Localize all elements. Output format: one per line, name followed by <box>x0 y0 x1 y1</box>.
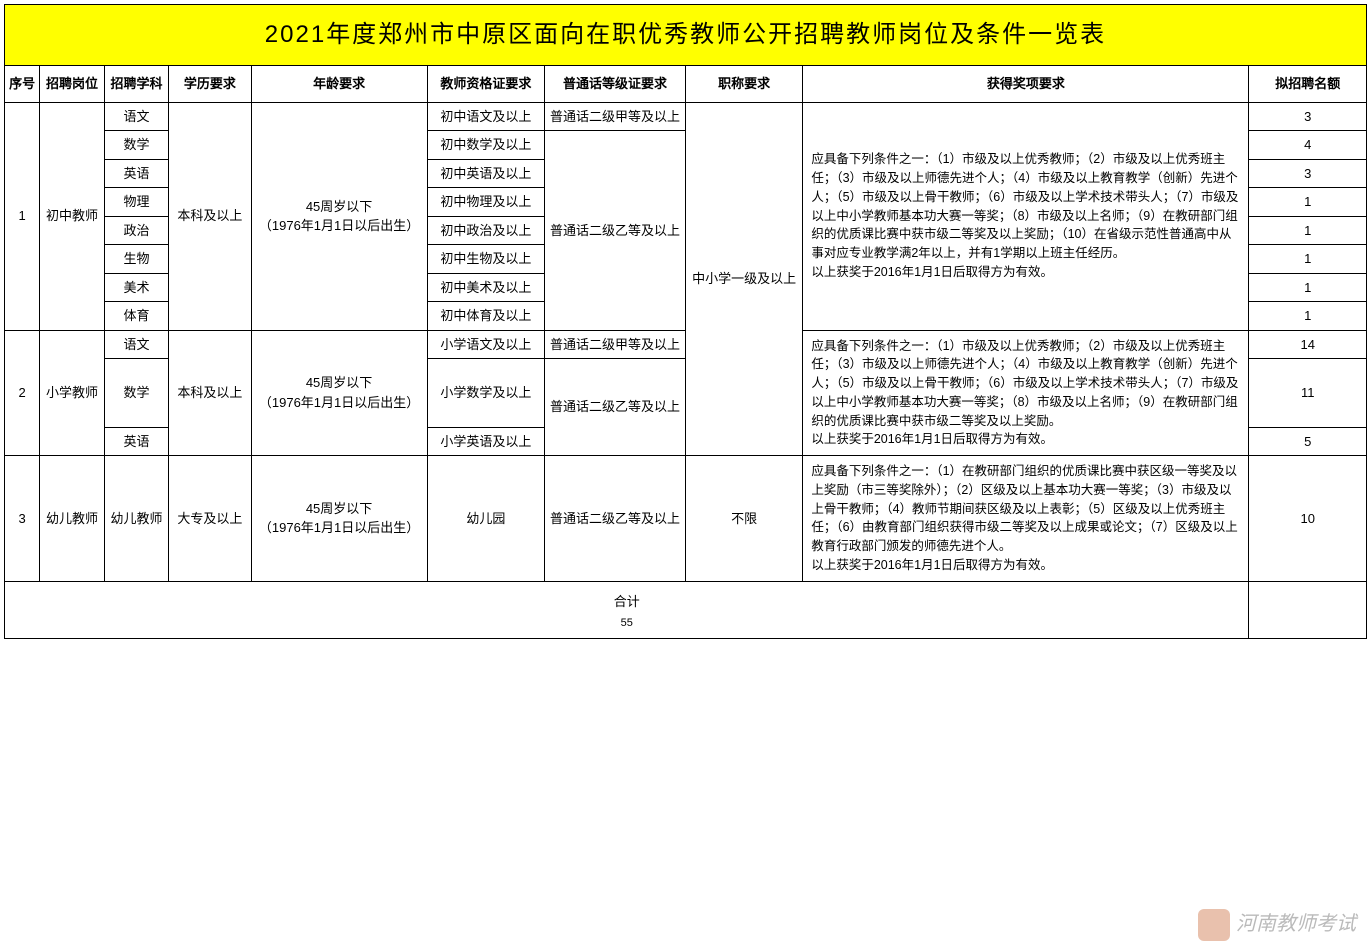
cell-subject: 物理 <box>104 188 169 217</box>
cell-seq: 3 <box>5 456 40 582</box>
header-seq: 序号 <box>5 66 40 103</box>
cell-cert: 小学数学及以上 <box>427 359 544 428</box>
cell-cert: 初中语文及以上 <box>427 102 544 131</box>
cell-cert: 小学语文及以上 <box>427 330 544 359</box>
table-row: 3 幼儿教师 幼儿教师 大专及以上 45周岁以下 （1976年1月1日以后出生）… <box>5 456 1367 582</box>
cell-mandarin: 普通话二级甲等及以上 <box>545 330 686 359</box>
cell-quota: 11 <box>1249 359 1367 428</box>
cell-education: 本科及以上 <box>169 102 251 330</box>
title-row: 2021年度郑州市中原区面向在职优秀教师公开招聘教师岗位及条件一览表 <box>5 5 1367 66</box>
cell-mandarin: 普通话二级甲等及以上 <box>545 102 686 131</box>
total-label: 合计 55 <box>5 581 1249 638</box>
cell-mandarin: 普通话二级乙等及以上 <box>545 456 686 582</box>
cell-cert: 初中政治及以上 <box>427 216 544 245</box>
header-cert: 教师资格证要求 <box>427 66 544 103</box>
cell-prof: 中小学一级及以上 <box>685 102 802 456</box>
cell-subject: 政治 <box>104 216 169 245</box>
cell-award: 应具备下列条件之一：（1）市级及以上优秀教师；（2）市级及以上优秀班主任；（3）… <box>803 102 1249 330</box>
cell-quota: 1 <box>1249 188 1367 217</box>
cell-seq: 2 <box>5 330 40 456</box>
cell-quota: 1 <box>1249 273 1367 302</box>
watermark: 河南教师考试 <box>1198 907 1356 941</box>
cell-quota: 1 <box>1249 302 1367 331</box>
header-subject: 招聘学科 <box>104 66 169 103</box>
cell-subject: 生物 <box>104 245 169 274</box>
header-prof: 职称要求 <box>685 66 802 103</box>
cell-position: 幼儿教师 <box>40 456 105 582</box>
cell-education: 本科及以上 <box>169 330 251 456</box>
cell-cert: 初中数学及以上 <box>427 131 544 160</box>
total-row: 合计 55 <box>5 581 1367 638</box>
cell-position: 小学教师 <box>40 330 105 456</box>
cell-quota: 5 <box>1249 427 1367 456</box>
recruitment-table: 2021年度郑州市中原区面向在职优秀教师公开招聘教师岗位及条件一览表 序号 招聘… <box>4 4 1367 639</box>
cell-subject: 数学 <box>104 359 169 428</box>
cell-prof: 不限 <box>685 456 802 582</box>
cell-mandarin: 普通话二级乙等及以上 <box>545 131 686 331</box>
cell-quota: 1 <box>1249 216 1367 245</box>
cell-cert: 初中生物及以上 <box>427 245 544 274</box>
cell-quota: 4 <box>1249 131 1367 160</box>
cell-subject: 美术 <box>104 273 169 302</box>
cell-quota: 14 <box>1249 330 1367 359</box>
cell-cert: 初中英语及以上 <box>427 159 544 188</box>
cell-subject: 幼儿教师 <box>104 456 169 582</box>
header-award: 获得奖项要求 <box>803 66 1249 103</box>
cell-education: 大专及以上 <box>169 456 251 582</box>
cell-cert: 初中美术及以上 <box>427 273 544 302</box>
cell-quota: 3 <box>1249 102 1367 131</box>
cell-cert: 初中体育及以上 <box>427 302 544 331</box>
cell-seq: 1 <box>5 102 40 330</box>
cell-quota: 1 <box>1249 245 1367 274</box>
cell-mandarin: 普通话二级乙等及以上 <box>545 359 686 456</box>
cell-age: 45周岁以下 （1976年1月1日以后出生） <box>251 456 427 582</box>
header-education: 学历要求 <box>169 66 251 103</box>
cell-award: 应具备下列条件之一：（1）市级及以上优秀教师；（2）市级及以上优秀班主任；（3）… <box>803 330 1249 456</box>
cell-cert: 幼儿园 <box>427 456 544 582</box>
watermark-icon <box>1198 909 1230 941</box>
header-age: 年龄要求 <box>251 66 427 103</box>
cell-position: 初中教师 <box>40 102 105 330</box>
cell-cert: 小学英语及以上 <box>427 427 544 456</box>
header-mandarin: 普通话等级证要求 <box>545 66 686 103</box>
cell-award: 应具备下列条件之一：（1）在教研部门组织的优质课比赛中获区级一等奖及以上奖励（市… <box>803 456 1249 582</box>
total-quota <box>1249 581 1367 638</box>
cell-age: 45周岁以下 （1976年1月1日以后出生） <box>251 330 427 456</box>
cell-quota: 10 <box>1249 456 1367 582</box>
cell-subject: 英语 <box>104 159 169 188</box>
cell-age: 45周岁以下 （1976年1月1日以后出生） <box>251 102 427 330</box>
header-row: 序号 招聘岗位 招聘学科 学历要求 年龄要求 教师资格证要求 普通话等级证要求 … <box>5 66 1367 103</box>
cell-quota: 3 <box>1249 159 1367 188</box>
cell-subject: 数学 <box>104 131 169 160</box>
table-title: 2021年度郑州市中原区面向在职优秀教师公开招聘教师岗位及条件一览表 <box>5 5 1367 66</box>
header-position: 招聘岗位 <box>40 66 105 103</box>
header-quota: 拟招聘名额 <box>1249 66 1367 103</box>
table-row: 1 初中教师 语文 本科及以上 45周岁以下 （1976年1月1日以后出生） 初… <box>5 102 1367 131</box>
page-number: 55 <box>5 615 1248 632</box>
cell-subject: 英语 <box>104 427 169 456</box>
cell-subject: 体育 <box>104 302 169 331</box>
cell-subject: 语文 <box>104 102 169 131</box>
cell-cert: 初中物理及以上 <box>427 188 544 217</box>
cell-subject: 语文 <box>104 330 169 359</box>
